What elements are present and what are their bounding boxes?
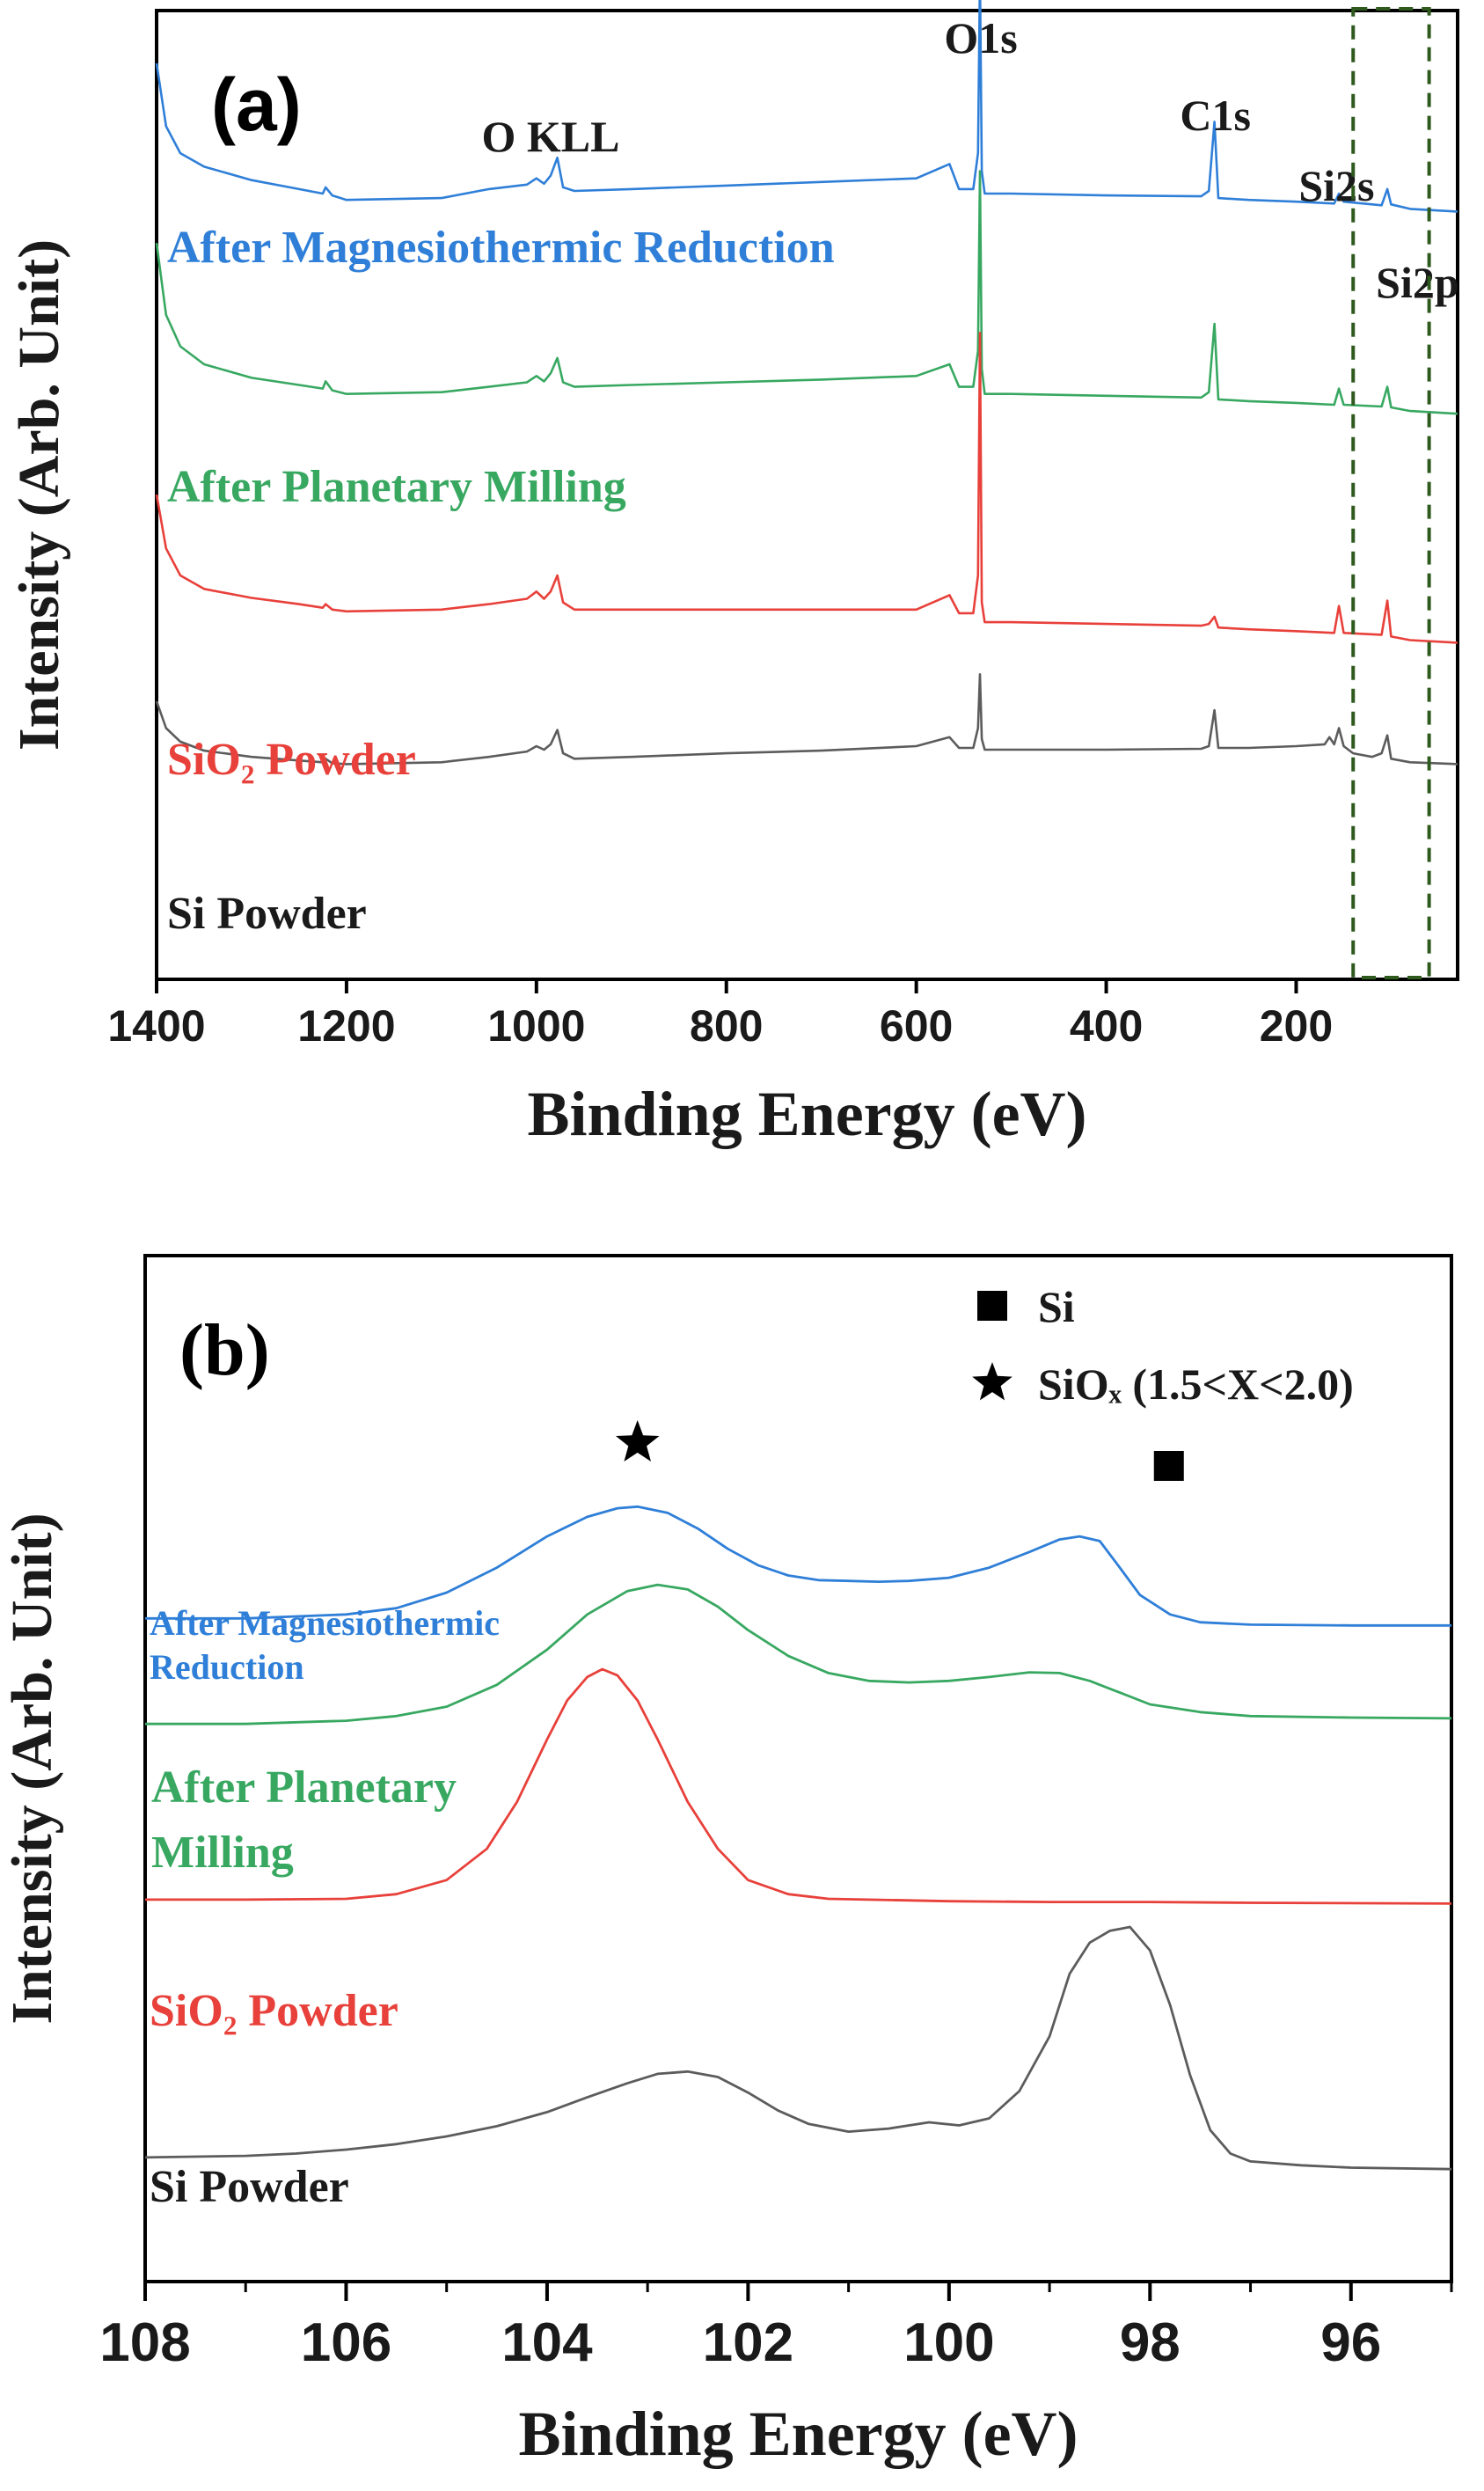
panel-b-tick-label: 96	[1320, 2312, 1381, 2373]
panel-b-series-si-powder	[144, 1925, 1452, 2171]
panel-a-peak-label-si2p: Si2p	[1376, 258, 1459, 307]
peak-star-icon	[616, 1420, 660, 1462]
panel-a-series	[155, 0, 1458, 766]
panel-a-peak-label-si2s: Si2s	[1298, 161, 1374, 210]
panel-a-tick-label: 400	[1070, 1001, 1143, 1051]
panel-a-peak-label-c1s: C1s	[1180, 91, 1251, 140]
legend-label-sio-1-5-x-2-0: SiOₓ (1.5<X<2.0)	[1038, 1359, 1354, 1409]
panel-a-series-label-si-powder: Si Powder	[167, 889, 367, 939]
panel-b-peak-markers	[616, 1420, 1184, 1481]
panel-b-series-label-after-magnesiothermic-reduction: After Magnesiothermic Reduction	[150, 1603, 500, 1687]
panel-a-tick-label: 800	[690, 1001, 763, 1051]
panel-b-tick-label: 108	[99, 2312, 190, 2373]
legend-star-icon	[972, 1362, 1012, 1401]
panel-a: (a) Binding Energy (eV) Intensity (Arb. …	[7, 0, 1459, 1149]
panel-a-si2p-highlight-box	[1351, 7, 1431, 979]
panel-a-series-label-after-planetary-milling: After Planetary Milling	[167, 462, 626, 512]
peak-square-icon	[1153, 1451, 1184, 1481]
panel-b-series-after-magnesiothermic-reduction	[145, 1505, 1451, 1627]
panel-a-tick-label: 600	[880, 1001, 953, 1051]
panel-b-plot-frame	[143, 1254, 1453, 2283]
panel-b-tick-label: 106	[301, 2312, 391, 2373]
panel-a-tick-label: 1400	[107, 1001, 205, 1051]
panel-a-y-axis-label: Intensity (Arb. Unit)	[7, 239, 71, 751]
panel-b-series-label-si-powder: Si Powder	[150, 2162, 349, 2212]
panel-a-peak-label-o1s: O1s	[944, 13, 1017, 62]
legend-label-si: Si	[1038, 1282, 1075, 1331]
panel-b-series-labels: After Magnesiothermic Reduction After Plan…	[150, 1603, 500, 2212]
panel-b-tick-label: 98	[1120, 2312, 1181, 2373]
panel-b-tick-label: 100	[903, 2312, 994, 2373]
panel-a-series-label-after-magnesiothermic-reduction: After Magnesiothermic Reduction	[167, 223, 835, 273]
panel-a-label: (a)	[211, 63, 302, 146]
panel-b-series-sio-powder	[145, 1667, 1452, 1905]
panel-b: (b) Binding Energy (eV) Intensity (Arb. …	[0, 1254, 1453, 2469]
panel-a-series-labels: After Magnesiothermic Reduction After Pla…	[167, 223, 835, 939]
panel-b-series	[144, 1505, 1452, 2171]
panel-a-series-label-sio-powder: SiO₂ Powder	[167, 735, 416, 785]
panel-b-series-after-planetary-milling	[145, 1583, 1452, 1725]
panel-b-label: (b)	[179, 1309, 270, 1391]
panel-b-x-ticks: 108 106 104 102 100 98 96	[99, 2282, 1453, 2373]
panel-a-x-axis-label: Binding Energy (eV)	[527, 1079, 1086, 1149]
panel-a-tick-label: 200	[1260, 1001, 1333, 1051]
panel-a-x-ticks: 1400 1200 1000 800 600 400 200	[107, 979, 1333, 1051]
panel-b-series-label-after-planetary-milling: After Planetary Milling	[151, 1762, 457, 1878]
panel-a-series-after-planetary-milling	[155, 170, 1458, 415]
panel-a-tick-label: 1000	[487, 1001, 585, 1051]
legend-square-icon	[977, 1291, 1007, 1321]
panel-b-x-axis-label: Binding Energy (eV)	[518, 2399, 1078, 2469]
panel-b-series-label-sio-powder: SiO₂ Powder	[150, 1986, 398, 2036]
panel-b-tick-label: 102	[703, 2312, 793, 2373]
panel-a-tick-label: 1200	[297, 1001, 395, 1051]
panel-a-series-sio-powder	[155, 332, 1458, 644]
panel-b-legend: Si SiOₓ (1.5<X<2.0)	[972, 1282, 1354, 1409]
panel-a-peak-label-o-kll: O KLL	[482, 112, 620, 161]
panel-a-series-after-magnesiothermic-reduction	[155, 0, 1458, 213]
panel-a-series-si-powder	[155, 673, 1458, 766]
panel-b-y-axis-label: Intensity (Arb. Unit)	[0, 1513, 64, 2024]
panel-b-tick-label: 104	[501, 2312, 593, 2373]
